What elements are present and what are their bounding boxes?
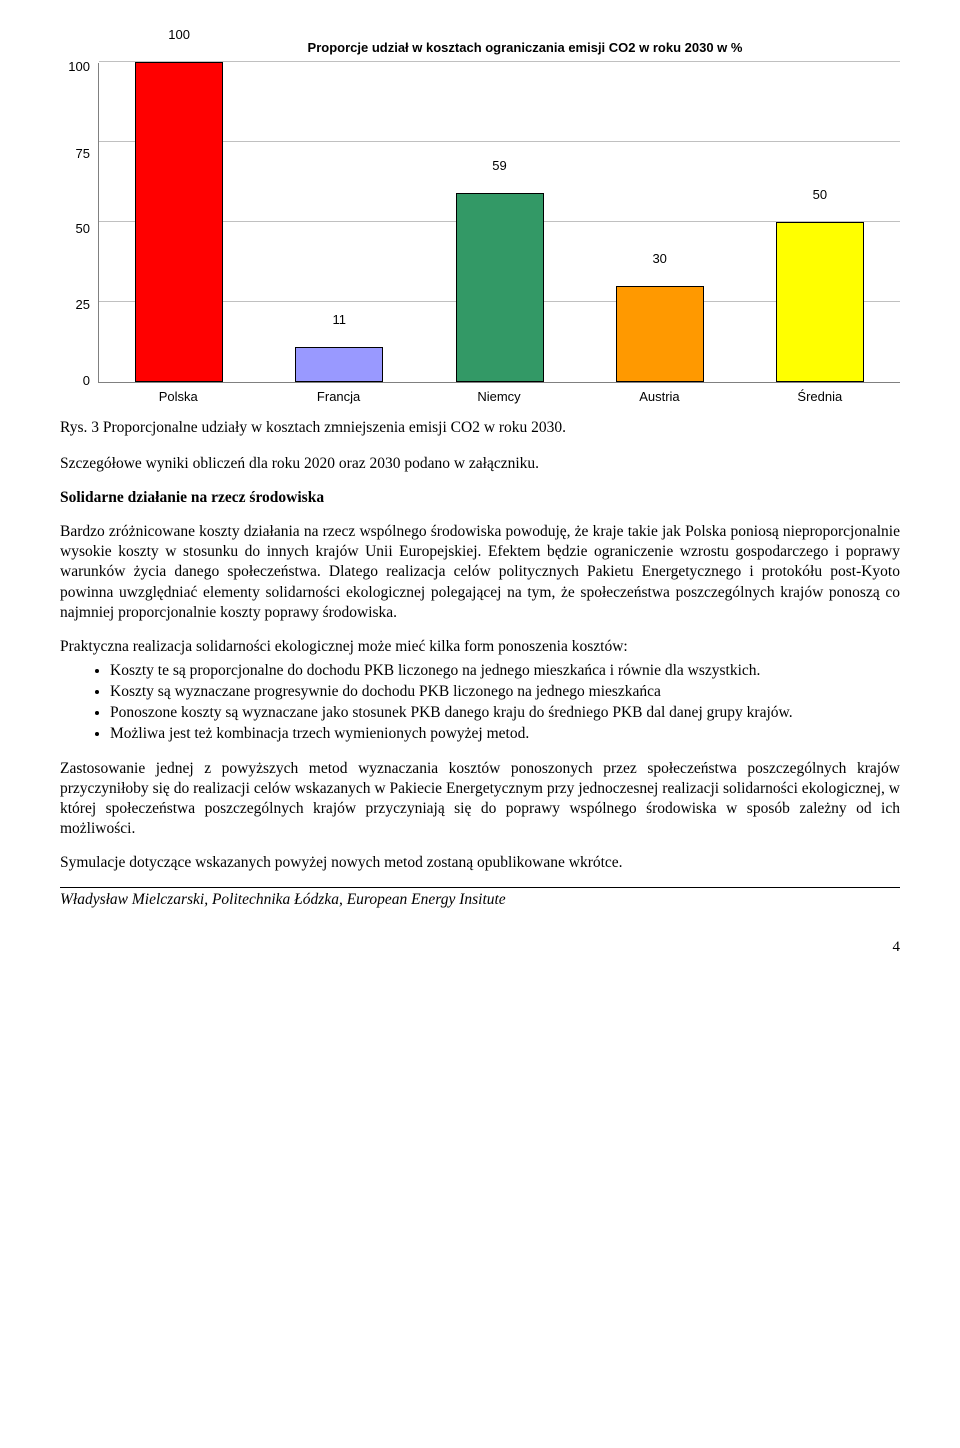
bar-value-label: 50	[776, 187, 864, 204]
y-tick: 25	[76, 297, 90, 314]
bar	[135, 62, 223, 382]
footer-author: Władysław Mielczarski, Politechnika Łódz…	[60, 887, 900, 910]
bar-value-label: 30	[616, 251, 704, 268]
bar-value-label: 59	[456, 158, 544, 175]
y-tick: 75	[76, 146, 90, 163]
y-tick: 0	[83, 373, 90, 390]
bar	[776, 222, 864, 382]
practical-intro: Praktyczna realizacja solidarności ekolo…	[60, 637, 900, 657]
bar-value-label: 100	[135, 27, 223, 44]
x-tick: Francja	[258, 389, 418, 406]
list-item: Koszty te są proporcjonalne do dochodu P…	[110, 661, 900, 681]
simulations-paragraph: Symulacje dotyczące wskazanych powyżej n…	[60, 853, 900, 873]
solidarity-paragraph: Bardzo zróżnicowane koszty działania na …	[60, 522, 900, 623]
list-item: Ponoszone koszty są wyznaczane jako stos…	[110, 703, 900, 723]
cost-methods-list: Koszty te są proporcjonalne do dochodu P…	[60, 661, 900, 745]
details-paragraph: Szczegółowe wyniki obliczeń dla roku 202…	[60, 454, 900, 474]
list-item: Koszty są wyznaczane progresywnie do doc…	[110, 682, 900, 702]
x-tick: Polska	[98, 389, 258, 406]
proportion-chart: Proporcje udział w kosztach ograniczania…	[60, 40, 900, 406]
bar	[295, 347, 383, 382]
section-heading: Solidarne działanie na rzecz środowiska	[60, 488, 900, 508]
figure-caption: Rys. 3 Proporcjonalne udziały w kosztach…	[60, 418, 900, 438]
x-tick: Średnia	[740, 389, 900, 406]
list-item: Możliwa jest też kombinacja trzech wymie…	[110, 724, 900, 744]
y-axis: 100 75 50 25 0	[60, 63, 98, 383]
page-number: 4	[60, 938, 900, 958]
bar	[616, 286, 704, 382]
chart-area: 100 75 50 25 0 10011593050	[60, 63, 900, 383]
plot-area: 10011593050	[98, 63, 900, 383]
x-tick: Austria	[579, 389, 739, 406]
y-tick: 50	[76, 221, 90, 238]
bar	[456, 193, 544, 382]
x-axis: Polska Francja Niemcy Austria Średnia	[98, 383, 900, 406]
y-tick: 100	[68, 59, 90, 76]
bar-value-label: 11	[295, 312, 383, 329]
application-paragraph: Zastosowanie jednej z powyższych metod w…	[60, 759, 900, 840]
x-tick: Niemcy	[419, 389, 579, 406]
